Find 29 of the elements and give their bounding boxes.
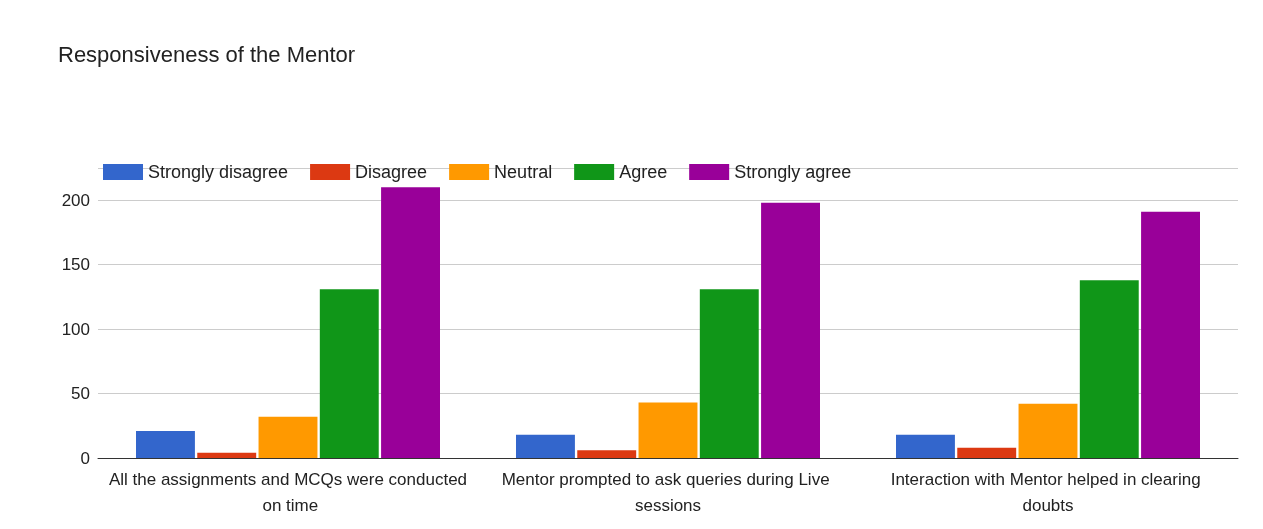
bar bbox=[957, 447, 1017, 458]
bar bbox=[319, 289, 379, 458]
chart-title: Responsiveness of the Mentor bbox=[58, 41, 356, 67]
x-tick-label: Mentor prompted to ask queries during Live sessions bbox=[501, 469, 835, 515]
legend-label: Neutral bbox=[494, 162, 553, 182]
legend-label: Strongly agree bbox=[734, 162, 852, 182]
legend-label: Disagree bbox=[355, 162, 428, 182]
bar bbox=[1018, 403, 1078, 458]
bar bbox=[136, 430, 195, 458]
y-tick-label: 100 bbox=[61, 319, 90, 339]
y-tick-label: 50 bbox=[71, 384, 90, 404]
y-tick-label: 200 bbox=[61, 190, 90, 210]
legend-label: Strongly disagree bbox=[148, 162, 289, 182]
y-tick-label: 0 bbox=[80, 448, 90, 468]
bar bbox=[197, 452, 257, 458]
bar bbox=[516, 434, 575, 458]
x-tick-label: Interaction with Mentor helped in clearing doubts bbox=[890, 469, 1206, 515]
legend-label: Agree bbox=[619, 162, 668, 182]
y-tick-label: 150 bbox=[61, 255, 90, 275]
bar bbox=[381, 187, 440, 458]
bar bbox=[577, 450, 637, 458]
bar bbox=[699, 289, 759, 458]
bar bbox=[896, 434, 955, 458]
bar bbox=[1079, 280, 1139, 458]
bar bbox=[1141, 211, 1200, 458]
bar bbox=[638, 402, 698, 458]
x-tick-label: All the assignments and MCQs were conducted on time bbox=[108, 469, 468, 515]
bar bbox=[258, 416, 318, 458]
bar bbox=[761, 202, 820, 458]
